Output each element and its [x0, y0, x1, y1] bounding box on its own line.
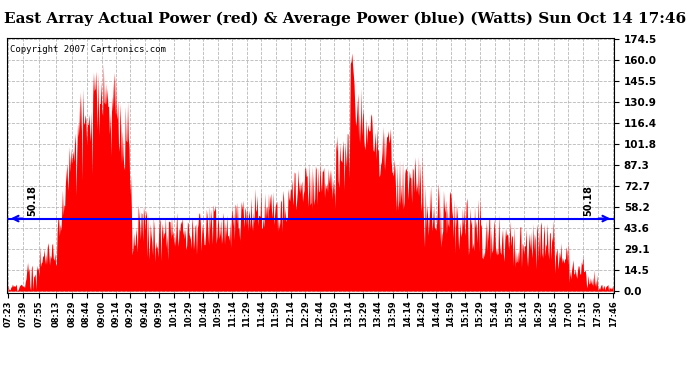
Text: 50.18: 50.18 — [584, 185, 593, 216]
Text: 50.18: 50.18 — [28, 185, 37, 216]
Text: East Array Actual Power (red) & Average Power (blue) (Watts) Sun Oct 14 17:46: East Array Actual Power (red) & Average … — [4, 11, 686, 26]
Text: Copyright 2007 Cartronics.com: Copyright 2007 Cartronics.com — [10, 45, 166, 54]
